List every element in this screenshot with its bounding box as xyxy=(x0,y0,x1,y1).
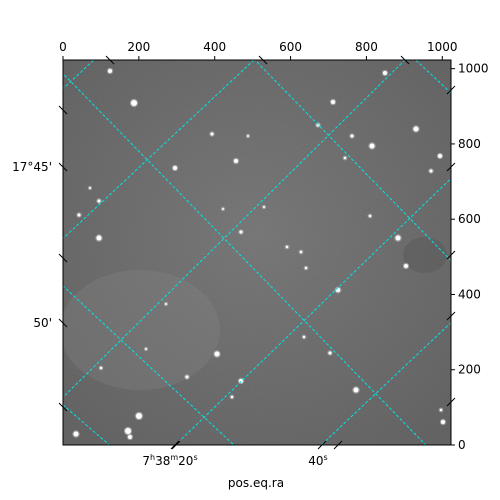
star-13 xyxy=(331,100,335,104)
world-tick-12 xyxy=(446,85,456,95)
star-29 xyxy=(230,395,234,399)
star-4 xyxy=(173,166,177,170)
world-tick-9 xyxy=(58,253,68,263)
world-tick-7 xyxy=(58,105,68,115)
dec-tick-label-0: 17°45' xyxy=(12,160,52,174)
world-tick-1 xyxy=(258,55,268,65)
world-tick-6 xyxy=(171,440,181,450)
star-1 xyxy=(131,100,137,106)
dark-patch xyxy=(403,237,447,273)
star-40 xyxy=(165,303,167,305)
star-7 xyxy=(222,208,224,210)
right-y-tick-label-1: 200 xyxy=(458,363,481,377)
star-39 xyxy=(145,348,147,350)
world-tick-15 xyxy=(446,311,456,321)
star-44 xyxy=(89,187,91,189)
plot-frame xyxy=(62,59,452,446)
star-43 xyxy=(343,156,347,160)
world-tick-11 xyxy=(58,402,68,412)
grid-line-3 xyxy=(414,60,451,94)
grid-line-2 xyxy=(254,60,451,262)
star-9 xyxy=(96,235,102,241)
grid-line-6 xyxy=(63,60,406,399)
top-x-tick-label-2: 400 xyxy=(203,40,226,54)
star-38 xyxy=(99,366,103,370)
star-3 xyxy=(234,159,238,163)
star-27 xyxy=(214,351,220,357)
star-35 xyxy=(353,387,359,393)
grid-line-1 xyxy=(63,72,427,445)
world-tick-10 xyxy=(58,318,68,328)
star-20 xyxy=(395,235,401,241)
star-23 xyxy=(335,287,341,293)
star-17 xyxy=(438,154,442,158)
star-34 xyxy=(73,431,79,437)
star-5 xyxy=(97,199,101,203)
star-0 xyxy=(108,69,112,73)
star-11 xyxy=(299,250,303,254)
star-22 xyxy=(368,214,372,218)
x-axis-title: pos.eq.ra xyxy=(228,476,284,490)
star-8 xyxy=(239,230,243,234)
stars xyxy=(72,67,447,441)
ra-tick-label-0: 7h38m20s xyxy=(142,453,197,468)
dec-tick-label-1: 50' xyxy=(33,316,52,330)
top-x-tick-label-5: 1000 xyxy=(427,40,458,54)
star-26 xyxy=(302,335,306,339)
world-tick-0 xyxy=(105,55,115,65)
grid-line-4 xyxy=(63,404,111,445)
star-33 xyxy=(128,435,132,439)
sky-image xyxy=(63,60,451,445)
star-25 xyxy=(328,351,332,355)
star-31 xyxy=(136,413,142,419)
top-x-tick-label-1: 200 xyxy=(127,40,150,54)
world-tick-3 xyxy=(170,440,180,450)
star-37 xyxy=(439,408,443,412)
star-16 xyxy=(413,126,419,132)
world-tick-16 xyxy=(446,397,456,407)
star-36 xyxy=(441,420,445,424)
right-y-axis: 0 200 400 600 800 1000 xyxy=(451,62,489,452)
star-41 xyxy=(247,135,249,137)
world-tick-14 xyxy=(446,250,456,260)
grid-line-8 xyxy=(320,321,451,445)
top-x-tick-label-4: 800 xyxy=(355,40,378,54)
top-x-tick-label-0: 0 xyxy=(59,40,67,54)
star-30 xyxy=(185,375,189,379)
world-tick-5 xyxy=(333,440,343,450)
star-2 xyxy=(210,132,214,136)
grid-line-0 xyxy=(63,285,235,445)
star-24 xyxy=(304,266,308,270)
world-tick-4 xyxy=(317,440,327,450)
star-42 xyxy=(263,206,265,208)
right-y-tick-label-0: 0 xyxy=(458,438,466,452)
grid-line-9 xyxy=(63,60,95,90)
right-y-tick-label-3: 600 xyxy=(458,212,481,226)
world-tick-8 xyxy=(58,162,68,172)
sky-background xyxy=(63,60,451,445)
top-x-axis: 0 200 400 600 800 1000 xyxy=(59,40,458,60)
right-y-tick-label-5: 1000 xyxy=(458,62,489,76)
world-tick-2 xyxy=(400,55,410,65)
right-y-tick-label-4: 800 xyxy=(458,137,481,151)
star-32 xyxy=(125,428,131,434)
star-10 xyxy=(285,245,289,249)
star-21 xyxy=(404,264,408,268)
star-15 xyxy=(369,143,375,149)
star-19 xyxy=(383,71,387,75)
coordinate-grid xyxy=(63,60,451,445)
star-14 xyxy=(350,134,354,138)
bright-haze xyxy=(63,270,220,390)
star-18 xyxy=(429,169,433,173)
star-6 xyxy=(77,213,81,217)
world-tick-13 xyxy=(446,162,456,172)
grid-line-5 xyxy=(63,60,255,240)
world-axis-ticks xyxy=(58,55,456,450)
grid-line-7 xyxy=(174,177,451,445)
top-x-tick-label-3: 600 xyxy=(279,40,302,54)
right-y-tick-label-2: 400 xyxy=(458,287,481,301)
ra-tick-label-1: 40s xyxy=(308,453,327,468)
